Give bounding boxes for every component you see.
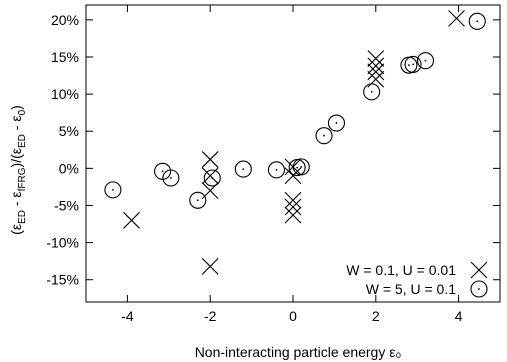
cross-stroke [123,211,140,229]
cross-stroke [367,70,385,88]
data-point-circle [363,83,381,101]
data-point-cross [284,191,302,209]
data-point-circle [189,191,207,209]
data-point-circle [203,169,221,187]
data-point-circle [267,161,285,179]
data-point-cross [201,257,219,275]
circle-ring [292,158,310,176]
data-point-cross [284,206,302,224]
data-point-circle [404,55,422,73]
x-tick-label: 0 [289,308,297,324]
y-axis-label: (εED - εfFRG)/(εED - ε0) [8,105,28,235]
circle-dot [412,63,414,66]
circle-dot [478,288,480,290]
data-point-cross [201,151,219,168]
circle-ring [162,169,180,187]
circle-dot [161,170,164,173]
circle-dot [169,177,172,179]
y-label-close1: )/(ε [8,148,24,167]
y-tick-label: 10% [51,86,79,102]
legend-marker-circle [470,280,488,298]
y-label-open: (ε [8,224,24,235]
y-tick-label: -5% [54,197,79,213]
circle-ring [416,52,435,70]
y-tick-label: 0% [59,160,79,176]
data-point-cross [284,167,302,185]
x-tick-label: -2 [204,308,217,324]
data-point-cross [367,63,385,81]
circle-dot [112,188,114,191]
data-point-circle [327,114,346,132]
cross-stroke [284,167,302,185]
y-tick-label: 15% [51,49,79,65]
data-point-cross [448,9,465,27]
circle-dot [335,122,338,124]
y-tick-label: -15% [46,272,79,288]
circle-dot [370,90,373,93]
x-tick-label: 4 [455,308,463,324]
y-label-minus2: - ε [8,115,24,134]
cross-stroke [448,9,465,27]
y-label-ed2: ED [17,134,28,148]
data-point-circle [416,52,435,70]
circle-ring [470,280,488,298]
cross-stroke [284,206,302,224]
legend-label: W = 5, U = 0.1 [366,281,456,297]
data-point-cross [123,211,140,229]
data-point-cross [367,57,385,75]
circle-dot [211,177,214,179]
y-label-ed1: ED [17,210,28,224]
y-label-frg: fFRG [17,167,28,191]
y-label-minus1: - ε [8,191,24,210]
circle-ring [267,161,285,179]
circle-dot [476,20,479,23]
circle-ring [404,55,422,73]
circle-dot [275,168,278,171]
cross-stroke [367,50,385,67]
cross-stroke [470,261,488,279]
data-point-circle [315,127,333,145]
data-point-circle [468,12,486,30]
data-point-circle [292,158,310,176]
circle-dot [196,199,199,202]
data-point-circle [162,169,180,187]
y-tick-label: 20% [51,12,79,28]
circle-dot [242,168,245,170]
cross-stroke [367,57,385,75]
circle-ring [234,160,252,178]
data-point-circle [104,181,122,199]
x-axis-label: Non-interacting particle energy ε₀ [195,344,402,360]
y-tick-label: -10% [46,235,79,251]
cross-stroke [201,257,219,275]
data-point-cross [367,70,385,88]
circle-ring [468,12,486,30]
x-tick-label: -4 [121,308,134,324]
circle-dot [424,59,427,62]
data-point-cross [367,50,385,67]
circle-ring [203,169,221,187]
cross-stroke [201,151,219,168]
data-point-cross [284,198,302,216]
cross-stroke [367,63,385,81]
circle-ring [104,181,122,199]
x-tick-label: 2 [372,308,380,324]
y-tick-label: 5% [59,123,79,139]
circle-ring [327,114,346,132]
cross-stroke [284,198,302,216]
circle-dot [408,64,410,67]
circle-dot [300,165,303,168]
cross-stroke [284,191,302,209]
circle-ring [189,191,207,209]
data-point-circle [234,160,252,178]
circle-dot [323,134,325,137]
circle-ring [363,83,381,101]
circle-dot [296,166,299,169]
legend-label: W = 0.1, U = 0.01 [346,262,456,278]
circle-ring [315,127,333,145]
y-label-zero: 0 [17,109,28,115]
y-label-close2: ) [8,105,24,110]
legend-marker-cross [470,261,488,279]
